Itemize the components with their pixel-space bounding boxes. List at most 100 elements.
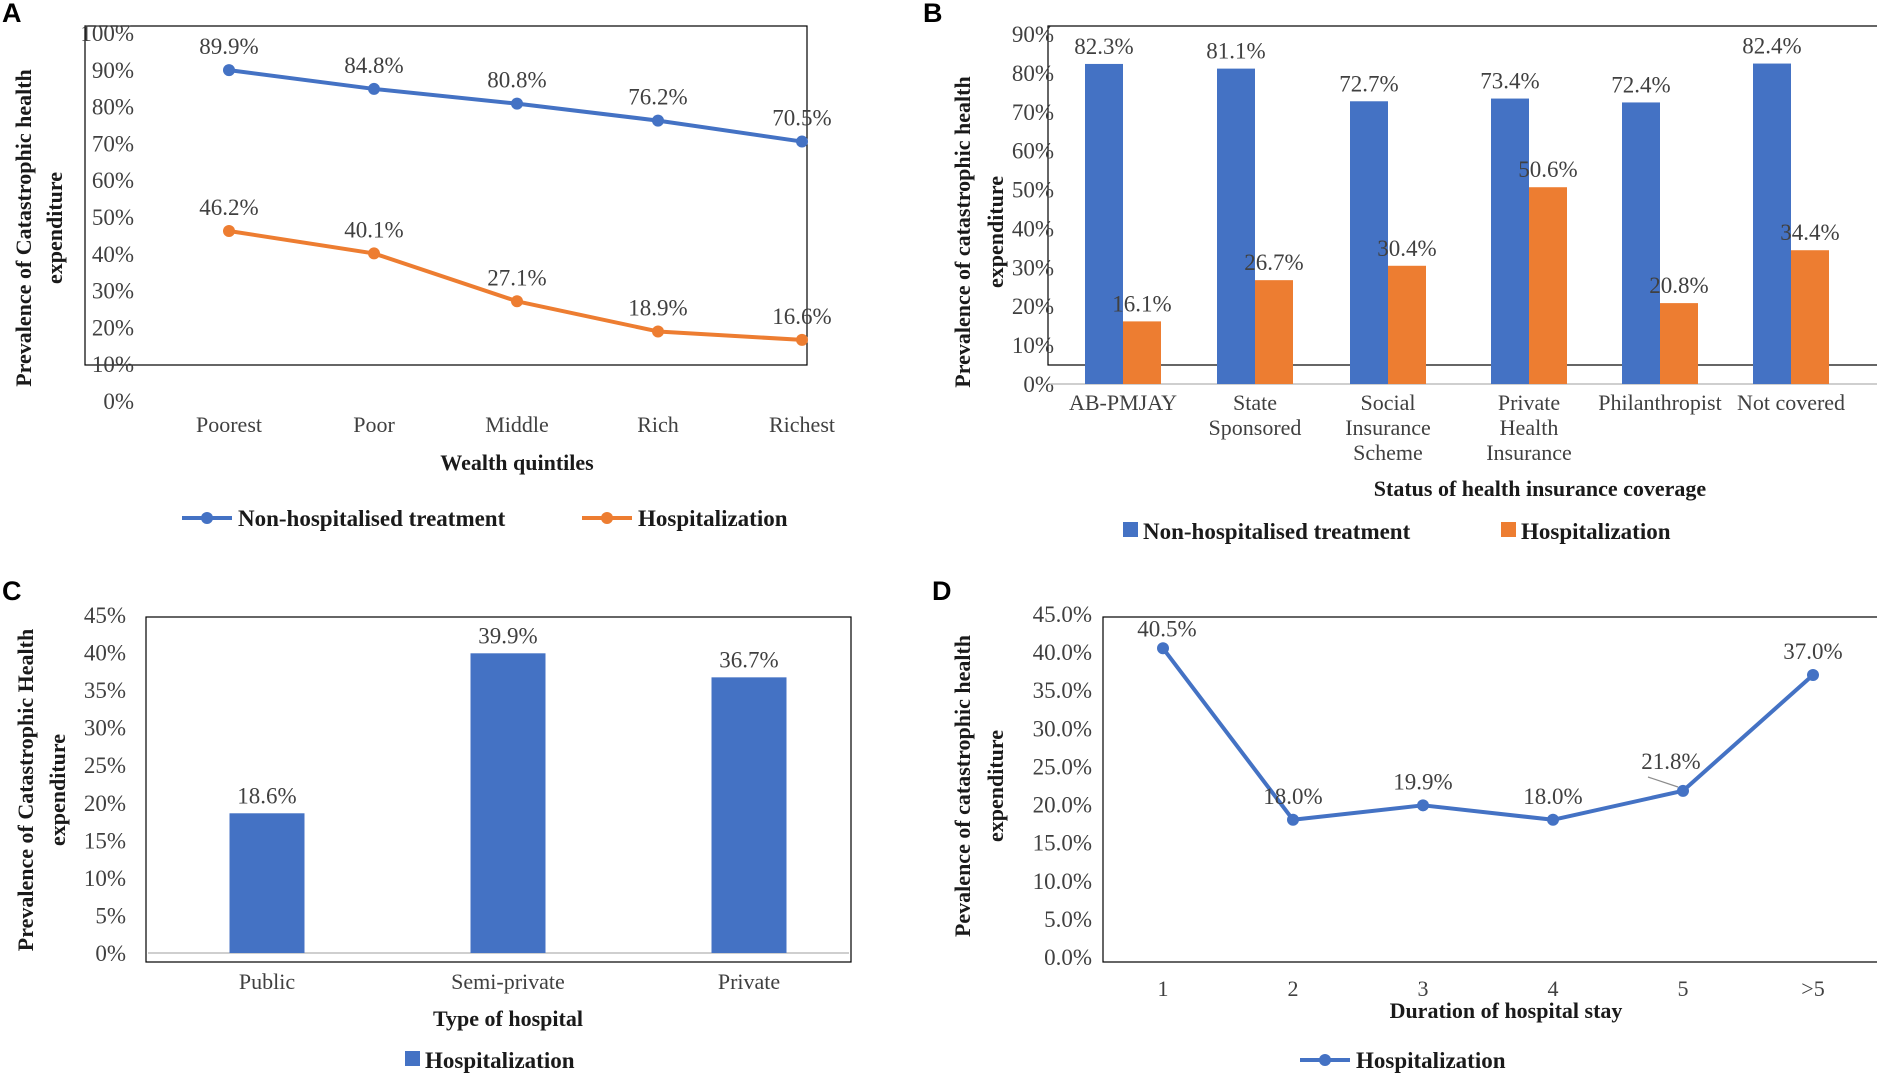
legend-item: Hospitalization — [582, 506, 788, 531]
legend-item: Non-hospitalised treatment — [182, 506, 506, 531]
y-tick-label: 25% — [84, 753, 126, 778]
y-tick-label: 35.0% — [1033, 678, 1092, 703]
y-tick-label: 10% — [92, 352, 134, 377]
x-category-label: Rich — [637, 412, 679, 437]
legend-label: Hospitalization — [1356, 1048, 1506, 1073]
data-label: 70.5% — [772, 106, 831, 131]
y-tick-label: 0% — [95, 941, 126, 966]
y-tick-label: 0% — [103, 389, 134, 414]
data-label: 16.6% — [772, 304, 831, 329]
x-category-label: 4 — [1548, 976, 1559, 1001]
data-label: 18.9% — [628, 295, 687, 320]
data-point — [511, 97, 523, 110]
data-label: 16.1% — [1112, 291, 1171, 316]
y-tick-label: 30.0% — [1033, 716, 1092, 741]
data-point — [796, 135, 808, 148]
y-tick-label: 15.0% — [1033, 831, 1092, 856]
y-tick-label: 45.0% — [1033, 602, 1092, 627]
legend-swatch — [405, 1051, 420, 1066]
y-axis-title: expenditure — [45, 734, 70, 846]
bar-hospitalization — [1123, 321, 1161, 384]
legend-swatch — [1501, 522, 1516, 537]
series-line-hospitalization — [1161, 647, 1815, 822]
y-tick-label: 40.0% — [1033, 640, 1092, 665]
y-tick-label: 40% — [1012, 216, 1054, 241]
data-label: 19.9% — [1393, 769, 1452, 794]
x-category-label: 1 — [1158, 976, 1169, 1001]
y-tick-label: 50% — [92, 205, 134, 230]
x-category-label: AB-PMJAY — [1069, 390, 1177, 415]
panel-letter: A — [2, 0, 22, 28]
data-label: 21.8% — [1641, 749, 1700, 774]
bar-hospitalization — [1791, 250, 1829, 384]
x-category-label: Private — [718, 969, 780, 994]
panel-d: D 0.0% 5.0% 10.0% 15.0% 20.0% 25.0% 30.0% 35.0% 4… — [932, 576, 1877, 1073]
data-point — [223, 224, 235, 237]
x-category-label: Poorest — [196, 412, 262, 437]
y-tick-label: 35% — [84, 678, 126, 703]
x-category-label: Semi-private — [451, 969, 565, 994]
y-tick-label: 30% — [92, 279, 134, 304]
y-tick-label: 20% — [1012, 294, 1054, 319]
bar-non-hospitalised — [1622, 102, 1660, 384]
data-label: 40.5% — [1137, 616, 1196, 641]
x-category-label: Public — [239, 969, 295, 994]
panel-c: C 0% 5% 10% 15% 20% 25% 30% 35% 40% 45% Public Semi-… — [2, 576, 852, 1073]
x-category-label: Middle — [485, 412, 549, 437]
data-label: 18.0% — [1523, 784, 1582, 809]
x-axis-title: Type of hospital — [433, 1006, 583, 1031]
label-leader-line — [1647, 776, 1679, 788]
x-axis-title: Wealth quintiles — [440, 450, 594, 475]
bar-non-hospitalised — [1491, 98, 1529, 385]
legend-swatch — [1123, 522, 1138, 537]
y-tick-label: 15% — [84, 828, 126, 853]
data-label: 40.1% — [344, 217, 403, 242]
x-category-label: State Sponsored — [1209, 390, 1302, 440]
data-label: 30.4% — [1377, 236, 1436, 261]
y-axis-title: Pevalence of catastrophic health — [950, 635, 975, 937]
y-tick-label: 80% — [1012, 61, 1054, 86]
x-category-label: Philanthropist — [1598, 390, 1721, 415]
bar-hospitalization — [470, 653, 546, 953]
x-category-label: 3 — [1418, 976, 1429, 1001]
data-label: 36.7% — [719, 647, 778, 672]
y-tick-label: 90% — [1012, 22, 1054, 47]
y-tick-label: 100% — [80, 21, 134, 46]
data-label: 76.2% — [628, 85, 687, 110]
y-tick-label: 10% — [84, 866, 126, 891]
x-category-label: >5 — [1801, 976, 1824, 1001]
plot-area-frame — [145, 616, 852, 963]
y-tick-label: 0.0% — [1044, 945, 1092, 970]
y-tick-label: 40% — [92, 242, 134, 267]
data-label: 27.1% — [487, 265, 546, 290]
y-tick-label: 80% — [92, 95, 134, 120]
x-category-label: Private Health Insurance — [1486, 390, 1572, 465]
y-tick-label: 60% — [1012, 139, 1054, 164]
y-tick-label: 60% — [92, 168, 134, 193]
legend-label: Hospitalization — [425, 1048, 575, 1073]
data-label: 39.9% — [478, 623, 537, 648]
plot-area-frame — [1047, 25, 1877, 366]
data-label: 72.7% — [1339, 71, 1398, 96]
x-category-label: Not covered — [1737, 390, 1845, 415]
panel-letter: D — [932, 576, 952, 606]
legend-item: Non-hospitalised treatment — [1123, 519, 1411, 544]
legend-item: Hospitalization — [405, 1048, 575, 1073]
y-tick-label: 20% — [84, 791, 126, 816]
data-point — [1287, 813, 1299, 826]
bar-hospitalization — [1529, 187, 1567, 384]
y-tick-label: 5.0% — [1044, 907, 1092, 932]
plot-area-frame — [1102, 616, 1877, 963]
data-point — [1417, 799, 1429, 812]
y-tick-label: 30% — [84, 716, 126, 741]
bar-non-hospitalised — [1350, 101, 1388, 385]
data-point — [368, 82, 380, 95]
y-tick-label: 10% — [1012, 333, 1054, 358]
data-point — [652, 114, 664, 127]
bar-non-hospitalised — [1085, 63, 1123, 384]
data-point — [796, 333, 808, 346]
data-label: 37.0% — [1783, 639, 1842, 664]
bar-hospitalization — [229, 813, 305, 953]
y-tick-label: 70% — [92, 131, 134, 156]
